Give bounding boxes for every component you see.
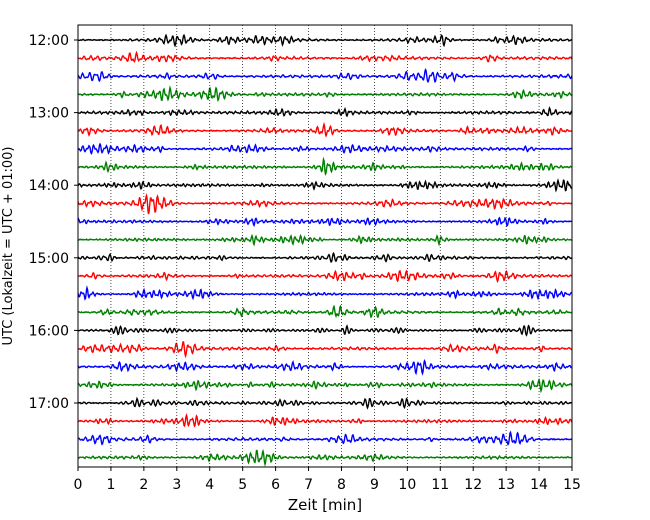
x-tick-label: 14 <box>530 477 548 493</box>
y-tick-label: 17:00 <box>29 396 69 412</box>
trace-1445 <box>77 233 573 247</box>
x-tick-label: 3 <box>172 477 181 493</box>
x-tick-label: 4 <box>205 477 214 493</box>
trace-1630 <box>77 359 573 376</box>
y-tick-label: 13:00 <box>29 106 69 122</box>
trace-1515 <box>77 269 573 284</box>
x-axis-label: Zeit [min] <box>288 496 362 514</box>
x-tick-label: 2 <box>139 477 148 493</box>
x-tick-label: 10 <box>398 477 416 493</box>
plot-frame <box>77 24 573 468</box>
y-axis: 12:00 13:00 14:00 15:00 16:00 17:00 <box>29 33 78 412</box>
trace-1345 <box>77 156 573 176</box>
trace-1400 <box>77 178 573 193</box>
x-tick-label: 0 <box>74 477 83 493</box>
x-tick-label: 1 <box>106 477 115 493</box>
y-tick-label: 15:00 <box>29 251 69 267</box>
y-tick-label: 14:00 <box>29 178 69 194</box>
x-tick-label: 11 <box>431 477 449 493</box>
trace-1700 <box>77 396 573 410</box>
trace-1500 <box>77 251 573 263</box>
trace-1215 <box>77 50 573 63</box>
x-tick-label: 5 <box>238 477 247 493</box>
trace-1730 <box>77 430 573 446</box>
trace-1545 <box>77 304 573 319</box>
trace-1245 <box>77 85 573 103</box>
trace-1615 <box>77 341 573 359</box>
trace-1600 <box>77 324 573 337</box>
x-tick-label: 6 <box>271 477 280 493</box>
x-tick-label: 12 <box>464 477 482 493</box>
x-tick-label: 8 <box>337 477 346 493</box>
trace-1745 <box>77 448 573 467</box>
x-axis: 0 1 2 3 4 5 6 7 8 9 10 11 12 13 14 15 <box>74 467 581 493</box>
vertical-grid <box>110 25 540 467</box>
trace-group <box>77 33 573 467</box>
trace-1200 <box>77 33 573 48</box>
trace-1415 <box>77 192 573 215</box>
trace-1300 <box>77 106 573 118</box>
x-tick-label: 15 <box>563 477 581 493</box>
trace-1530 <box>77 285 573 301</box>
x-tick-label: 7 <box>304 477 313 493</box>
x-tick-label: 13 <box>497 477 515 493</box>
y-axis-label: UTC (Lokalzeit = UTC + 01:00) <box>1 147 16 346</box>
y-tick-label: 12:00 <box>29 33 69 49</box>
trace-1330 <box>77 142 573 155</box>
trace-1230 <box>77 68 573 84</box>
trace-1715 <box>77 412 573 428</box>
x-tick-label: 9 <box>370 477 379 493</box>
trace-1315 <box>77 121 573 138</box>
trace-1645 <box>77 377 573 394</box>
trace-1430 <box>77 216 573 228</box>
y-tick-label: 16:00 <box>29 323 69 339</box>
